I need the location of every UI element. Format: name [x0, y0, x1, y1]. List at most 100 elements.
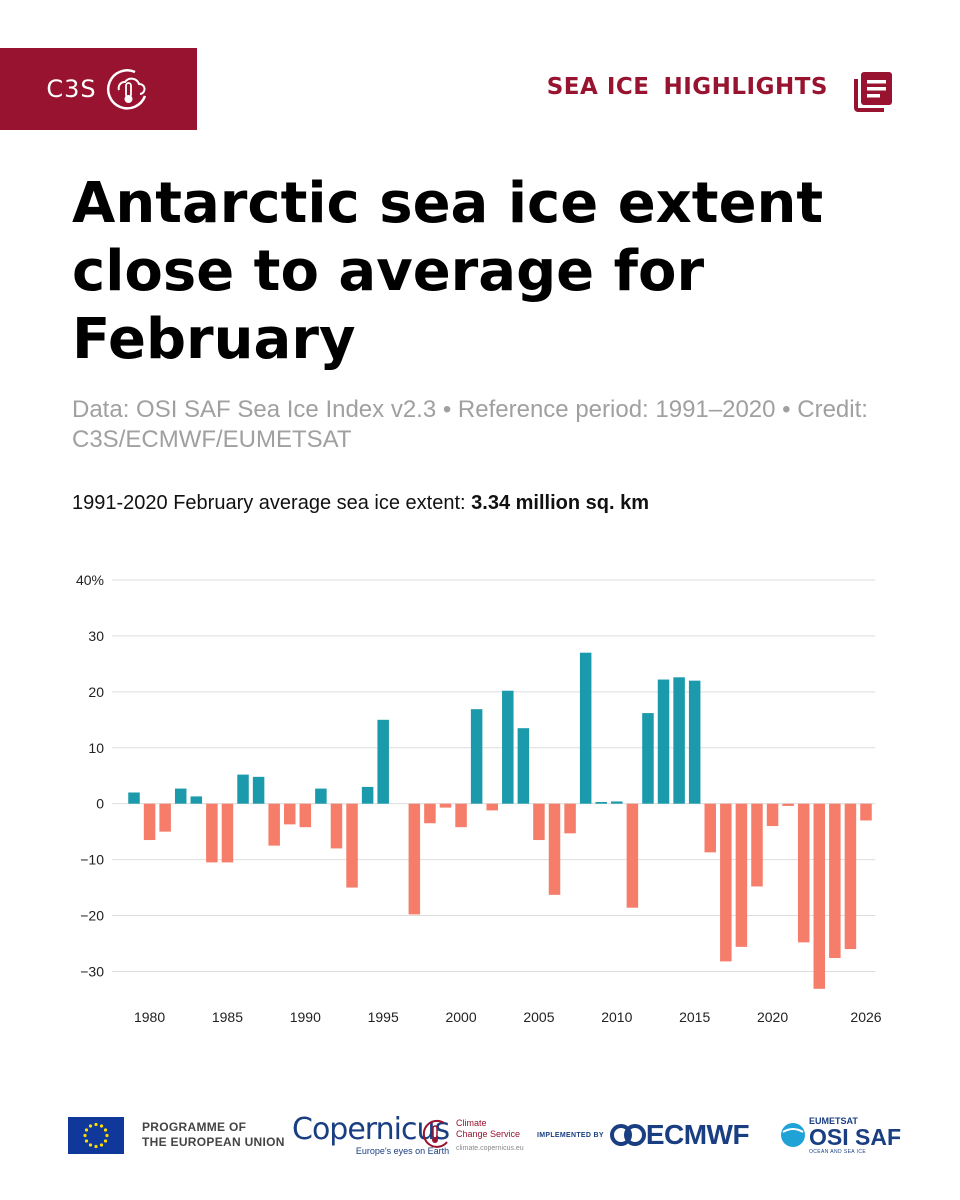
eu-label-line-2: THE EUROPEAN UNION [142, 1135, 285, 1149]
bar-2025 [844, 803, 857, 950]
bar-1987 [252, 776, 265, 804]
bar-2009 [595, 802, 607, 804]
eu-star [88, 1123, 93, 1128]
bar-2006 [548, 803, 561, 895]
bar-2021 [782, 803, 794, 806]
bar-2008 [579, 652, 592, 804]
article-icon [854, 72, 892, 112]
bar-2015 [688, 680, 701, 804]
bar-1981 [159, 803, 171, 832]
x-tick-label: 2015 [679, 1009, 710, 1025]
bar-2012 [642, 713, 654, 804]
bar-2007 [564, 803, 576, 834]
ecmwf-logo: IMPLEMENTED BY ECMWF [537, 1105, 750, 1165]
ecmwf-name: ECMWF [645, 1119, 750, 1150]
average-value: 3.34 million sq. km [471, 492, 649, 514]
average-label: 1991-2020 February average sea ice exten… [72, 492, 466, 514]
eu-star [83, 1133, 87, 1137]
bar-1979 [128, 792, 140, 804]
osisaf-globe-icon [781, 1123, 805, 1147]
ccs-logo: Climate Change Service climate.copernicu… [420, 1105, 524, 1165]
section-label-highlights: HIGHLIGHTS [663, 74, 828, 100]
bar-2019 [751, 803, 763, 887]
eu-star [94, 1144, 98, 1148]
bar-1999 [439, 803, 452, 808]
bar-2002 [486, 803, 498, 811]
bar-1995 [377, 719, 389, 804]
bar-2004 [517, 728, 530, 804]
bar-1984 [206, 803, 218, 863]
osisaf-logo: EUMETSAT OSI SAF OCEAN AND SEA ICE [780, 1105, 901, 1165]
x-tick-label: 1985 [212, 1009, 243, 1025]
bar-2005 [533, 803, 545, 841]
eu-star [103, 1138, 108, 1143]
bar-1980 [143, 803, 156, 841]
eumetsat-name: EUMETSAT [809, 1115, 858, 1126]
bar-1994 [361, 786, 374, 804]
bar-2003 [502, 690, 514, 804]
bar-1983 [190, 796, 203, 804]
bar-2001 [470, 709, 483, 804]
x-tick-label: 2000 [445, 1009, 476, 1025]
bar-2010 [611, 801, 623, 804]
eu-star [84, 1138, 89, 1143]
bar-2022 [797, 803, 810, 943]
eu-star [105, 1133, 109, 1137]
data-credit: Data: OSI SAF Sea Ice Index v2.3 • Refer… [72, 396, 868, 453]
bar-1998 [424, 803, 436, 824]
bar-1988 [268, 803, 280, 846]
ecmwf-waves-icon [609, 1124, 646, 1146]
eu-label: PROGRAMME OF THE EUROPEAN UNION [142, 1120, 285, 1150]
ccs-url: climate.copernicus.eu [456, 1145, 524, 1152]
bar-1989 [283, 803, 296, 825]
y-tick-label: 40% [76, 572, 104, 588]
c3s-logo: C3S [0, 48, 197, 130]
bar-1992 [330, 803, 343, 849]
section-label-sea-ice: SEA ICE [546, 74, 650, 100]
section-title: SEA ICE HIGHLIGHTS [547, 74, 828, 100]
y-tick-label: 10 [88, 740, 104, 756]
y-tick-label: −30 [80, 963, 104, 979]
osisaf-name: OSI SAF [809, 1123, 902, 1150]
bar-2026 [860, 803, 872, 821]
eu-star [99, 1123, 104, 1128]
copernicus-tagline: Europe's eyes on Earth [355, 1145, 450, 1156]
eu-star [84, 1127, 89, 1132]
bar-2013 [657, 679, 670, 804]
osisaf-tagline: OCEAN AND SEA ICE [809, 1148, 867, 1155]
y-tick-label: 20 [88, 684, 104, 700]
implemented-by-label: IMPLEMENTED BY [537, 1131, 604, 1139]
page-title: Antarctic sea ice extent close to averag… [72, 171, 824, 372]
bar-2000 [455, 803, 467, 828]
bar-1993 [346, 803, 358, 888]
ccs-thermometer-icon [422, 1119, 448, 1148]
x-tick-label: 1990 [290, 1009, 321, 1025]
y-tick-label: 0 [96, 796, 104, 812]
y-tick-label: −20 [80, 908, 104, 924]
bar-2011 [626, 803, 639, 908]
eu-logo: PROGRAMME OF THE EUROPEAN UNION [68, 1105, 285, 1165]
x-tick-label: 2020 [757, 1009, 788, 1025]
x-tick-label: 1980 [134, 1009, 165, 1025]
y-tick-label: 30 [88, 628, 104, 644]
bar-1990 [299, 803, 312, 828]
bar-2020 [766, 803, 779, 827]
brand-name: C3S [46, 75, 97, 103]
eu-star [94, 1122, 98, 1126]
thermometer-cloud-icon [106, 69, 146, 110]
x-tick-label: 2005 [523, 1009, 554, 1025]
bar-1985 [221, 803, 234, 863]
ccs-label-1: Climate [456, 1118, 487, 1128]
eu-star [103, 1127, 108, 1132]
bar-1991 [315, 788, 327, 804]
bar-2023 [813, 803, 826, 989]
average-extent: 1991-2020 February average sea ice exten… [72, 492, 649, 515]
bar-1997 [408, 803, 421, 915]
eu-label-line-1: PROGRAMME OF [142, 1120, 247, 1134]
bar-2014 [673, 677, 685, 804]
bar-2018 [735, 803, 748, 947]
bar-1982 [174, 788, 187, 804]
x-tick-label: 2026 [850, 1009, 881, 1025]
y-tick-label: −10 [80, 852, 104, 868]
